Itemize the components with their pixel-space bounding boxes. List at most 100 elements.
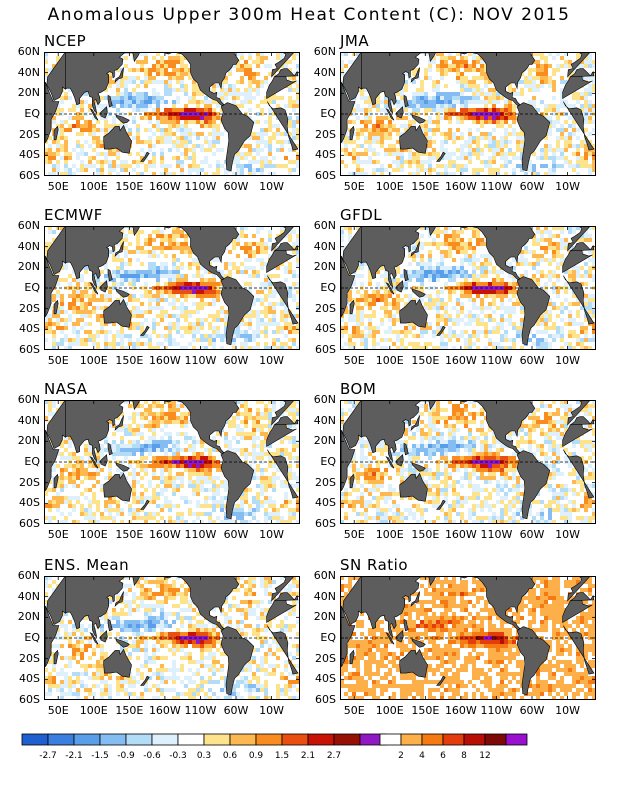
- heat-cell: [472, 254, 476, 258]
- heat-cell: [216, 294, 220, 298]
- heat-cell: [204, 104, 208, 108]
- heat-cell: [436, 242, 440, 246]
- heat-cell: [176, 56, 180, 60]
- heat-cell: [192, 334, 196, 338]
- heat-cell: [56, 322, 60, 326]
- heat-cell: [388, 136, 392, 140]
- heat-cell: [464, 338, 468, 342]
- heat-cell: [60, 124, 64, 128]
- heat-cell: [496, 152, 500, 156]
- heat-cell: [440, 164, 444, 168]
- heat-cell: [472, 64, 476, 68]
- heat-cell: [544, 76, 548, 80]
- lat-label: 40S: [19, 322, 40, 336]
- heat-cell: [536, 108, 540, 112]
- heat-cell: [232, 100, 236, 104]
- heat-cell: [176, 226, 180, 230]
- heat-cell: [576, 144, 580, 148]
- heat-cell: [388, 302, 392, 306]
- heat-cell: [112, 346, 116, 350]
- heat-cell: [128, 258, 132, 262]
- heat-cell: [388, 330, 392, 334]
- heat-cell: [124, 238, 128, 242]
- heat-cell: [100, 160, 104, 164]
- heat-cell: [440, 132, 444, 136]
- heat-cell: [368, 140, 372, 144]
- heat-cell: [564, 322, 568, 326]
- heat-cell: [80, 342, 84, 346]
- heat-cell: [588, 302, 592, 306]
- heat-cell: [268, 172, 272, 176]
- heat-cell: [492, 294, 496, 298]
- heat-cell: [244, 322, 248, 326]
- heat-cell: [508, 262, 512, 266]
- heat-cell: [372, 160, 376, 164]
- heat-cell: [436, 152, 440, 156]
- heat-cell: [496, 294, 500, 298]
- heat-cell: [452, 286, 456, 290]
- heat-cell: [168, 270, 172, 274]
- heat-cell: [444, 96, 448, 100]
- heat-cell: [472, 52, 476, 56]
- heat-cell: [292, 294, 296, 298]
- heat-cell: [552, 104, 556, 108]
- heat-cell: [552, 290, 556, 294]
- heat-cell: [180, 310, 184, 314]
- heat-cell: [68, 124, 72, 128]
- heat-cell: [248, 254, 252, 258]
- heat-cell: [372, 298, 376, 302]
- heat-cell: [400, 168, 404, 172]
- heat-cell: [196, 172, 200, 176]
- heat-cell: [144, 92, 148, 96]
- heat-cell: [116, 124, 120, 128]
- heat-cell: [584, 270, 588, 274]
- heat-cell: [444, 230, 448, 234]
- heat-cell: [268, 274, 272, 278]
- heat-cell: [220, 108, 224, 112]
- heat-cell: [420, 168, 424, 172]
- heat-cell: [548, 262, 552, 266]
- heat-cell: [180, 132, 184, 136]
- heat-cell: [484, 274, 488, 278]
- heat-cell: [52, 172, 56, 176]
- heat-cell: [120, 238, 124, 242]
- heat-cell: [176, 120, 180, 124]
- heat-cell: [164, 314, 168, 318]
- heat-cell: [188, 290, 192, 294]
- heat-cell: [420, 258, 424, 262]
- heat-cell: [272, 330, 276, 334]
- heat-cell: [416, 172, 420, 176]
- heat-cell: [384, 298, 388, 302]
- heat-cell: [372, 330, 376, 334]
- heat-cell: [148, 72, 152, 76]
- heat-cell: [420, 92, 424, 96]
- heat-cell: [268, 302, 272, 306]
- heat-cell: [428, 100, 432, 104]
- heat-cell: [128, 242, 132, 246]
- heat-cell: [552, 274, 556, 278]
- heat-cell: [392, 286, 396, 290]
- heat-cell: [64, 144, 68, 148]
- land-polygon: [64, 226, 141, 288]
- heat-cell: [248, 310, 252, 314]
- heat-cell: [140, 294, 144, 298]
- heat-cell: [460, 88, 464, 92]
- heat-cell: [440, 314, 444, 318]
- heat-cell: [564, 290, 568, 294]
- heat-cell: [88, 302, 92, 306]
- heat-cell: [112, 168, 116, 172]
- heat-cell: [192, 148, 196, 152]
- heat-cell: [264, 314, 268, 318]
- heat-cell: [592, 326, 596, 330]
- heat-cell: [412, 258, 416, 262]
- heat-cell: [172, 156, 176, 160]
- heat-cell: [184, 128, 188, 132]
- heat-cell: [460, 334, 464, 338]
- heat-cell: [356, 334, 360, 338]
- heat-cell: [588, 88, 592, 92]
- heat-cell: [116, 112, 120, 116]
- heat-cell: [504, 310, 508, 314]
- heat-cell: [176, 52, 180, 56]
- heat-cell: [556, 274, 560, 278]
- heat-cell: [96, 278, 100, 282]
